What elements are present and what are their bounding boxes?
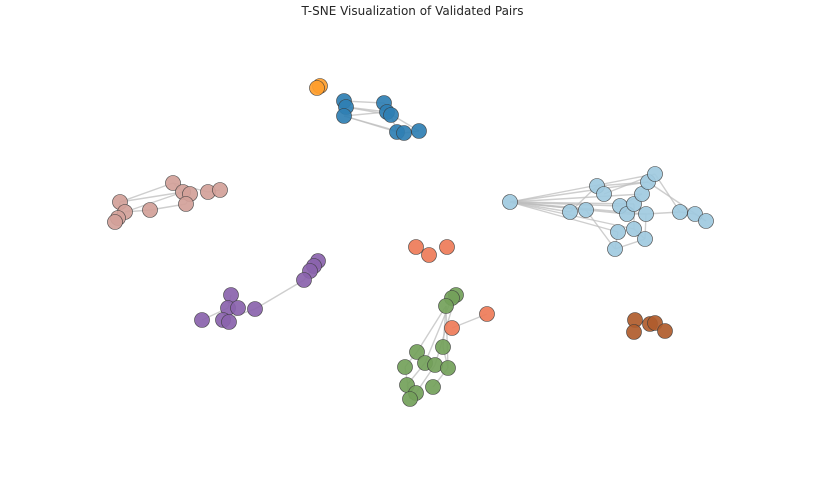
edge-3-7 [509, 173, 656, 203]
point-7-3 [657, 323, 673, 339]
point-4-7 [247, 301, 263, 317]
edge-3-12 [596, 181, 649, 187]
point-3-14 [607, 241, 623, 257]
point-3-2 [578, 202, 594, 218]
edge-2-6 [124, 191, 184, 213]
point-3-10 [647, 166, 663, 182]
point-1-7 [396, 125, 412, 141]
point-1-2 [336, 108, 352, 124]
point-5-3 [444, 320, 460, 336]
points-layer [107, 78, 714, 407]
point-3-0 [502, 194, 518, 210]
point-2-0 [165, 175, 181, 191]
point-2-10 [142, 202, 158, 218]
point-4-10 [221, 314, 237, 330]
edge-2-5 [119, 191, 184, 203]
point-1-5 [383, 107, 399, 123]
point-3-13 [610, 224, 626, 240]
point-4-4 [223, 287, 239, 303]
point-1-8 [411, 123, 427, 139]
point-6-7 [440, 360, 456, 376]
point-5-4 [479, 306, 495, 322]
point-5-1 [421, 247, 437, 263]
point-6-4 [409, 344, 425, 360]
point-3-18 [698, 213, 714, 229]
point-0-1 [309, 80, 325, 96]
point-3-4 [596, 186, 612, 202]
point-2-9 [107, 214, 123, 230]
edge-6-1 [416, 305, 447, 353]
edge-4-0 [254, 279, 305, 310]
point-3-1 [562, 204, 578, 220]
edge-2-10 [119, 182, 174, 203]
edge-3-5 [509, 193, 643, 203]
point-2-5 [212, 182, 228, 198]
point-4-3 [296, 272, 312, 288]
point-4-6 [230, 300, 246, 316]
chart-title: T-SNE Visualization of Validated Pairs [301, 4, 524, 18]
point-4-8 [194, 312, 210, 328]
point-2-3 [178, 196, 194, 212]
point-3-15 [637, 231, 653, 247]
point-6-3 [435, 339, 451, 355]
point-3-16 [672, 204, 688, 220]
point-3-12 [626, 221, 642, 237]
point-6-8 [397, 359, 413, 375]
edge-6-2 [445, 305, 449, 369]
point-3-11 [638, 206, 654, 222]
edge-3-11 [585, 209, 616, 250]
point-6-11 [402, 391, 418, 407]
edge-3-10 [509, 201, 619, 233]
point-3-17 [687, 206, 703, 222]
point-5-2 [439, 239, 455, 255]
point-6-6 [427, 357, 443, 373]
point-6-12 [425, 379, 441, 395]
point-6-2 [438, 298, 454, 314]
point-7-4 [626, 324, 642, 340]
point-5-0 [408, 239, 424, 255]
